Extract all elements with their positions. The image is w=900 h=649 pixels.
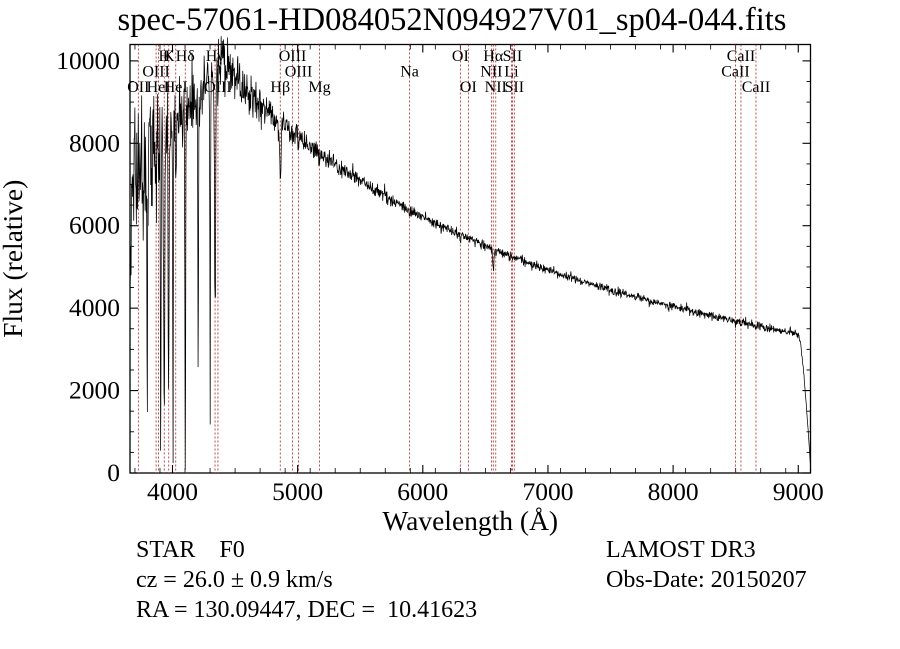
svg-text:spec-57061-HD084052N094927V01_: spec-57061-HD084052N094927V01_sp04-044.f… — [118, 2, 787, 38]
svg-text:0: 0 — [107, 458, 120, 487]
svg-text:Hβ: Hβ — [270, 79, 290, 96]
svg-text:Mg: Mg — [308, 79, 330, 96]
svg-text:OI: OI — [460, 79, 477, 96]
svg-text:10000: 10000 — [56, 46, 120, 75]
svg-text:2000: 2000 — [69, 376, 120, 405]
svg-text:5000: 5000 — [272, 477, 323, 506]
svg-text:6000: 6000 — [397, 477, 448, 506]
svg-text:Flux (relative): Flux (relative) — [0, 180, 28, 338]
svg-text:6000: 6000 — [69, 211, 120, 240]
svg-text:Na: Na — [400, 64, 419, 81]
svg-text:OI: OI — [452, 48, 469, 65]
svg-text:CaII: CaII — [727, 48, 755, 65]
svg-text:SII: SII — [503, 48, 523, 65]
svg-text:LAMOST DR3: LAMOST DR3 — [606, 537, 756, 563]
svg-text:SII: SII — [505, 79, 525, 96]
svg-text:Li: Li — [504, 64, 519, 81]
svg-text:9000: 9000 — [773, 477, 824, 506]
svg-text:OIII: OIII — [285, 64, 313, 81]
svg-text:RA = 130.09447, DEC = 10.4162: RA = 130.09447, DEC = 10.41623 — [136, 597, 477, 623]
svg-text:Obs-Date: 20150207: Obs-Date: 20150207 — [606, 567, 807, 593]
svg-text:NII: NII — [480, 64, 502, 81]
svg-text:Wavelength (Å): Wavelength (Å) — [382, 505, 558, 536]
svg-text:OIII: OIII — [142, 64, 170, 81]
svg-text:8000: 8000 — [648, 477, 699, 506]
svg-text:STAR F0: STAR F0 — [136, 537, 245, 563]
svg-text:Hα: Hα — [483, 48, 504, 65]
svg-text:4000: 4000 — [147, 477, 198, 506]
svg-text:7000: 7000 — [522, 477, 573, 506]
svg-text:CaII: CaII — [742, 79, 770, 96]
svg-text:8000: 8000 — [69, 128, 120, 157]
svg-text:4000: 4000 — [69, 293, 120, 322]
svg-text:K: K — [163, 48, 175, 65]
svg-text:cz = 26.0 ± 0.9 km/s: cz = 26.0 ± 0.9 km/s — [136, 567, 333, 593]
svg-text:CaII: CaII — [721, 64, 749, 81]
svg-text:OIII: OIII — [279, 48, 307, 65]
